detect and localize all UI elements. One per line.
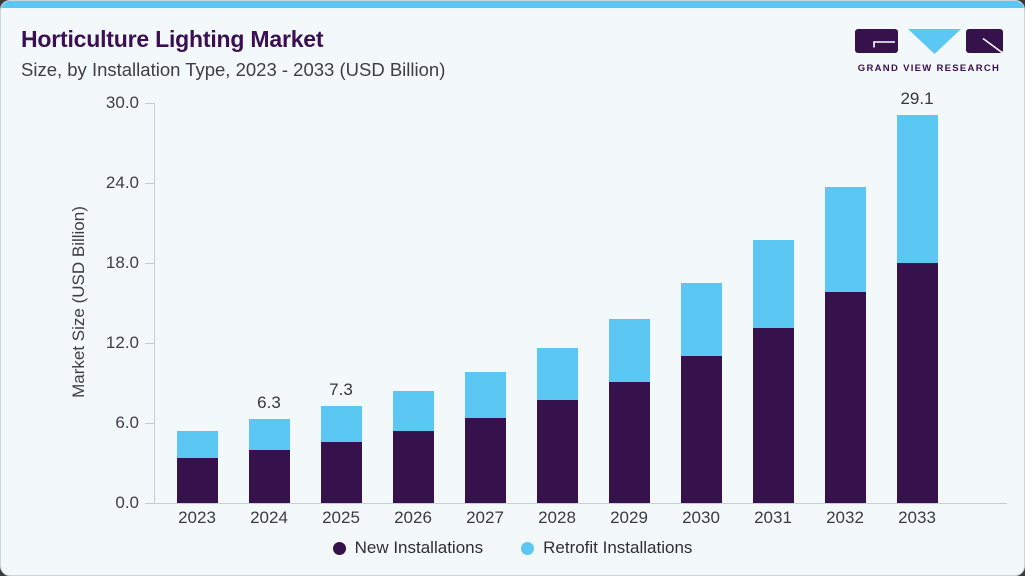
y-tick-mark: [145, 343, 154, 344]
y-tick-mark: [145, 263, 154, 264]
x-tick-label: 2024: [250, 508, 288, 527]
bar-segment-new-installations: [392, 431, 434, 503]
bar-total-label: 7.3: [329, 379, 353, 399]
x-tick-label: 2030: [682, 508, 720, 527]
bar-segment-new-installations: [464, 417, 506, 503]
gvr-logo: GRAND VIEW RESEARCH: [854, 28, 1004, 74]
bar-segment-new-installations: [248, 449, 290, 503]
y-tick-mark: [145, 183, 154, 184]
y-tick-mark: [145, 103, 154, 104]
bar-segment-retrofit-installations: [464, 372, 506, 418]
bar-segment-new-installations: [176, 457, 218, 503]
x-tick-label: 2033: [898, 508, 936, 527]
bar-segment-retrofit-installations: [536, 348, 578, 401]
x-tick-label: 2025: [322, 508, 360, 527]
gvr-logo-text: GRAND VIEW RESEARCH: [857, 63, 1001, 74]
bar-segment-retrofit-installations: [824, 187, 866, 293]
bar-segment-new-installations: [680, 356, 722, 503]
chart-legend: New Installations Retrofit Installations: [1, 538, 1024, 558]
y-tick-label: 18.0: [105, 253, 139, 272]
bar-total-label: 29.1: [900, 89, 934, 108]
bar-total-label: 6.3: [257, 393, 281, 412]
bar-segment-new-installations: [320, 441, 362, 503]
x-tick-label: 2032: [826, 508, 864, 527]
page-title: Horticulture Lighting Market: [21, 26, 324, 52]
x-tick-label: 2027: [466, 508, 504, 527]
bar-segment-retrofit-installations: [752, 240, 794, 329]
y-axis-line: [154, 103, 155, 503]
legend-label: Retrofit Installations: [543, 538, 693, 557]
y-axis-title: Market Size (USD Billion): [69, 206, 88, 398]
x-tick-label: 2023: [178, 508, 216, 527]
bar-segment-new-installations: [536, 400, 578, 503]
x-tick-label: 2031: [754, 508, 792, 527]
legend-label: New Installations: [354, 538, 484, 557]
legend-dot-icon: [521, 541, 535, 555]
bar-segment-retrofit-installations: [392, 391, 434, 431]
x-tick-label: 2026: [394, 508, 432, 527]
bar-segment-new-installations: [896, 263, 938, 503]
bar-segment-retrofit-installations: [896, 115, 938, 263]
bar-segment-retrofit-installations: [248, 419, 290, 450]
y-tick-label: 12.0: [105, 333, 139, 352]
y-tick-mark: [145, 423, 154, 424]
bar-segment-new-installations: [608, 381, 650, 503]
bar-segment-new-installations: [752, 328, 794, 503]
bar-segment-retrofit-installations: [320, 405, 362, 442]
bar-segment-retrofit-installations: [680, 283, 722, 357]
y-tick-label: 0.0: [115, 493, 139, 512]
top-accent-bar: [1, 1, 1024, 8]
bar-segment-retrofit-installations: [608, 319, 650, 382]
chart-subtitle: Size, by Installation Type, 2023 - 2033 …: [21, 59, 446, 80]
y-tick-label: 30.0: [105, 93, 139, 112]
bar-segment-retrofit-installations: [176, 431, 218, 458]
y-tick-label: 24.0: [105, 173, 139, 192]
gvr-logo-icon: [855, 29, 1003, 54]
x-tick-label: 2029: [610, 508, 648, 527]
legend-item: New Installations: [332, 538, 484, 558]
y-tick-label: 6.0: [115, 413, 139, 432]
bar-segment-new-installations: [824, 292, 866, 503]
x-tick-label: 2028: [538, 508, 576, 527]
x-axis-line: [145, 503, 1007, 504]
y-tick-mark: [145, 503, 154, 504]
legend-item: Retrofit Installations: [521, 538, 692, 558]
legend-dot-icon: [332, 541, 346, 555]
